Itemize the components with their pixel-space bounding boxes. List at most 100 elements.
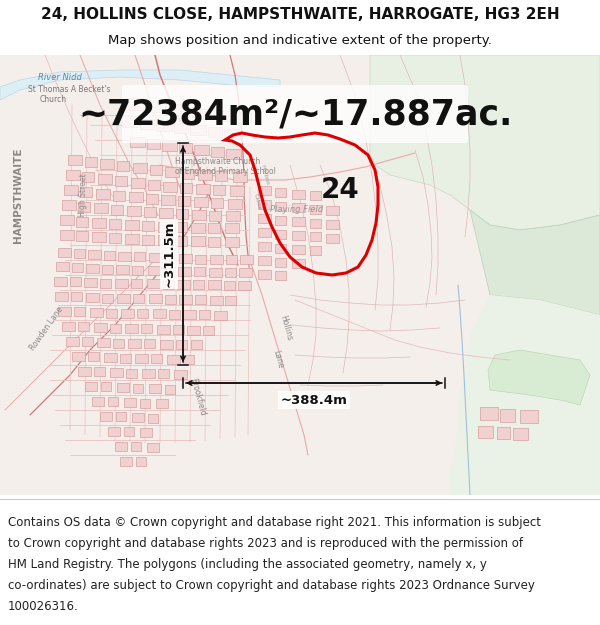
FancyBboxPatch shape [122,85,468,143]
Bar [258,200,271,209]
Bar [58,248,71,257]
Bar [121,309,134,318]
Bar [130,137,145,147]
Bar [169,310,180,319]
Polygon shape [488,350,590,405]
Bar [208,223,220,233]
Bar [292,217,305,226]
Text: HAMPSTHWAITE: HAMPSTHWAITE [13,148,23,242]
Bar [520,410,538,423]
Bar [194,267,205,276]
Bar [88,250,101,259]
Bar [195,255,206,264]
Bar [54,277,67,286]
Bar [102,265,113,274]
Text: Contains OS data © Crown copyright and database right 2021. This information is : Contains OS data © Crown copyright and d… [8,516,541,529]
Bar [60,215,74,225]
Bar [141,324,152,333]
Bar [125,234,139,244]
Bar [183,310,196,319]
Bar [92,397,104,406]
Bar [147,279,160,288]
Bar [124,427,134,436]
Bar [292,190,305,199]
Bar [118,252,131,261]
Bar [94,367,105,376]
Bar [275,188,286,197]
Bar [72,352,85,361]
Bar [88,352,99,361]
Bar [125,220,139,230]
Polygon shape [370,55,600,230]
Bar [74,249,85,258]
Bar [64,185,78,195]
Bar [148,266,161,275]
Bar [211,198,223,208]
Bar [165,104,181,115]
Text: to Crown copyright and database rights 2023 and is reproduced with the permissio: to Crown copyright and database rights 2… [8,537,523,550]
Bar [157,325,170,334]
Bar [149,253,162,262]
Bar [116,265,129,274]
Bar [174,123,188,133]
Bar [142,235,154,245]
Bar [82,172,94,182]
Bar [127,206,141,216]
Bar [179,295,192,304]
Bar [165,254,176,263]
Bar [177,280,190,289]
Bar [101,382,111,391]
Bar [110,368,123,377]
Bar [183,355,194,364]
Bar [258,214,271,223]
Bar [310,219,321,228]
Bar [136,457,146,466]
Text: Lane: Lane [271,349,284,369]
Bar [326,220,339,229]
Bar [153,309,166,318]
Text: Hollins: Hollins [278,314,293,342]
Bar [92,232,106,242]
Bar [124,398,136,407]
Text: High Street: High Street [78,173,89,217]
Bar [162,141,177,151]
Bar [117,383,129,392]
Bar [92,218,106,228]
Bar [70,277,81,286]
Bar [224,281,235,290]
Bar [134,252,145,261]
Bar [140,428,152,437]
Bar [117,161,129,171]
Text: co-ordinates) are subject to Crown copyright and database rights 2023 Ordnance S: co-ordinates) are subject to Crown copyr… [8,579,535,592]
Bar [116,412,126,421]
Bar [137,309,148,318]
Bar [115,279,128,288]
Bar [84,278,97,287]
Bar [310,205,321,214]
Bar [96,189,110,199]
Bar [165,167,179,177]
Bar [108,427,120,436]
Bar [275,230,286,239]
Bar [85,157,97,167]
Bar [275,244,286,253]
Bar [226,149,241,159]
Bar [292,231,305,240]
Bar [161,195,175,205]
Bar [131,442,141,451]
Text: Hollins: Hollins [259,164,269,186]
Bar [173,325,184,334]
Bar [326,234,339,243]
Bar [175,236,187,246]
Bar [193,280,204,289]
Bar [82,337,93,346]
Bar [258,242,271,251]
Bar [117,294,130,303]
Bar [94,203,108,213]
Bar [192,210,206,220]
Text: Playing Field: Playing Field [270,206,323,214]
Text: Church: Church [40,94,67,104]
Bar [224,129,240,139]
Bar [191,223,205,233]
Bar [74,307,85,316]
